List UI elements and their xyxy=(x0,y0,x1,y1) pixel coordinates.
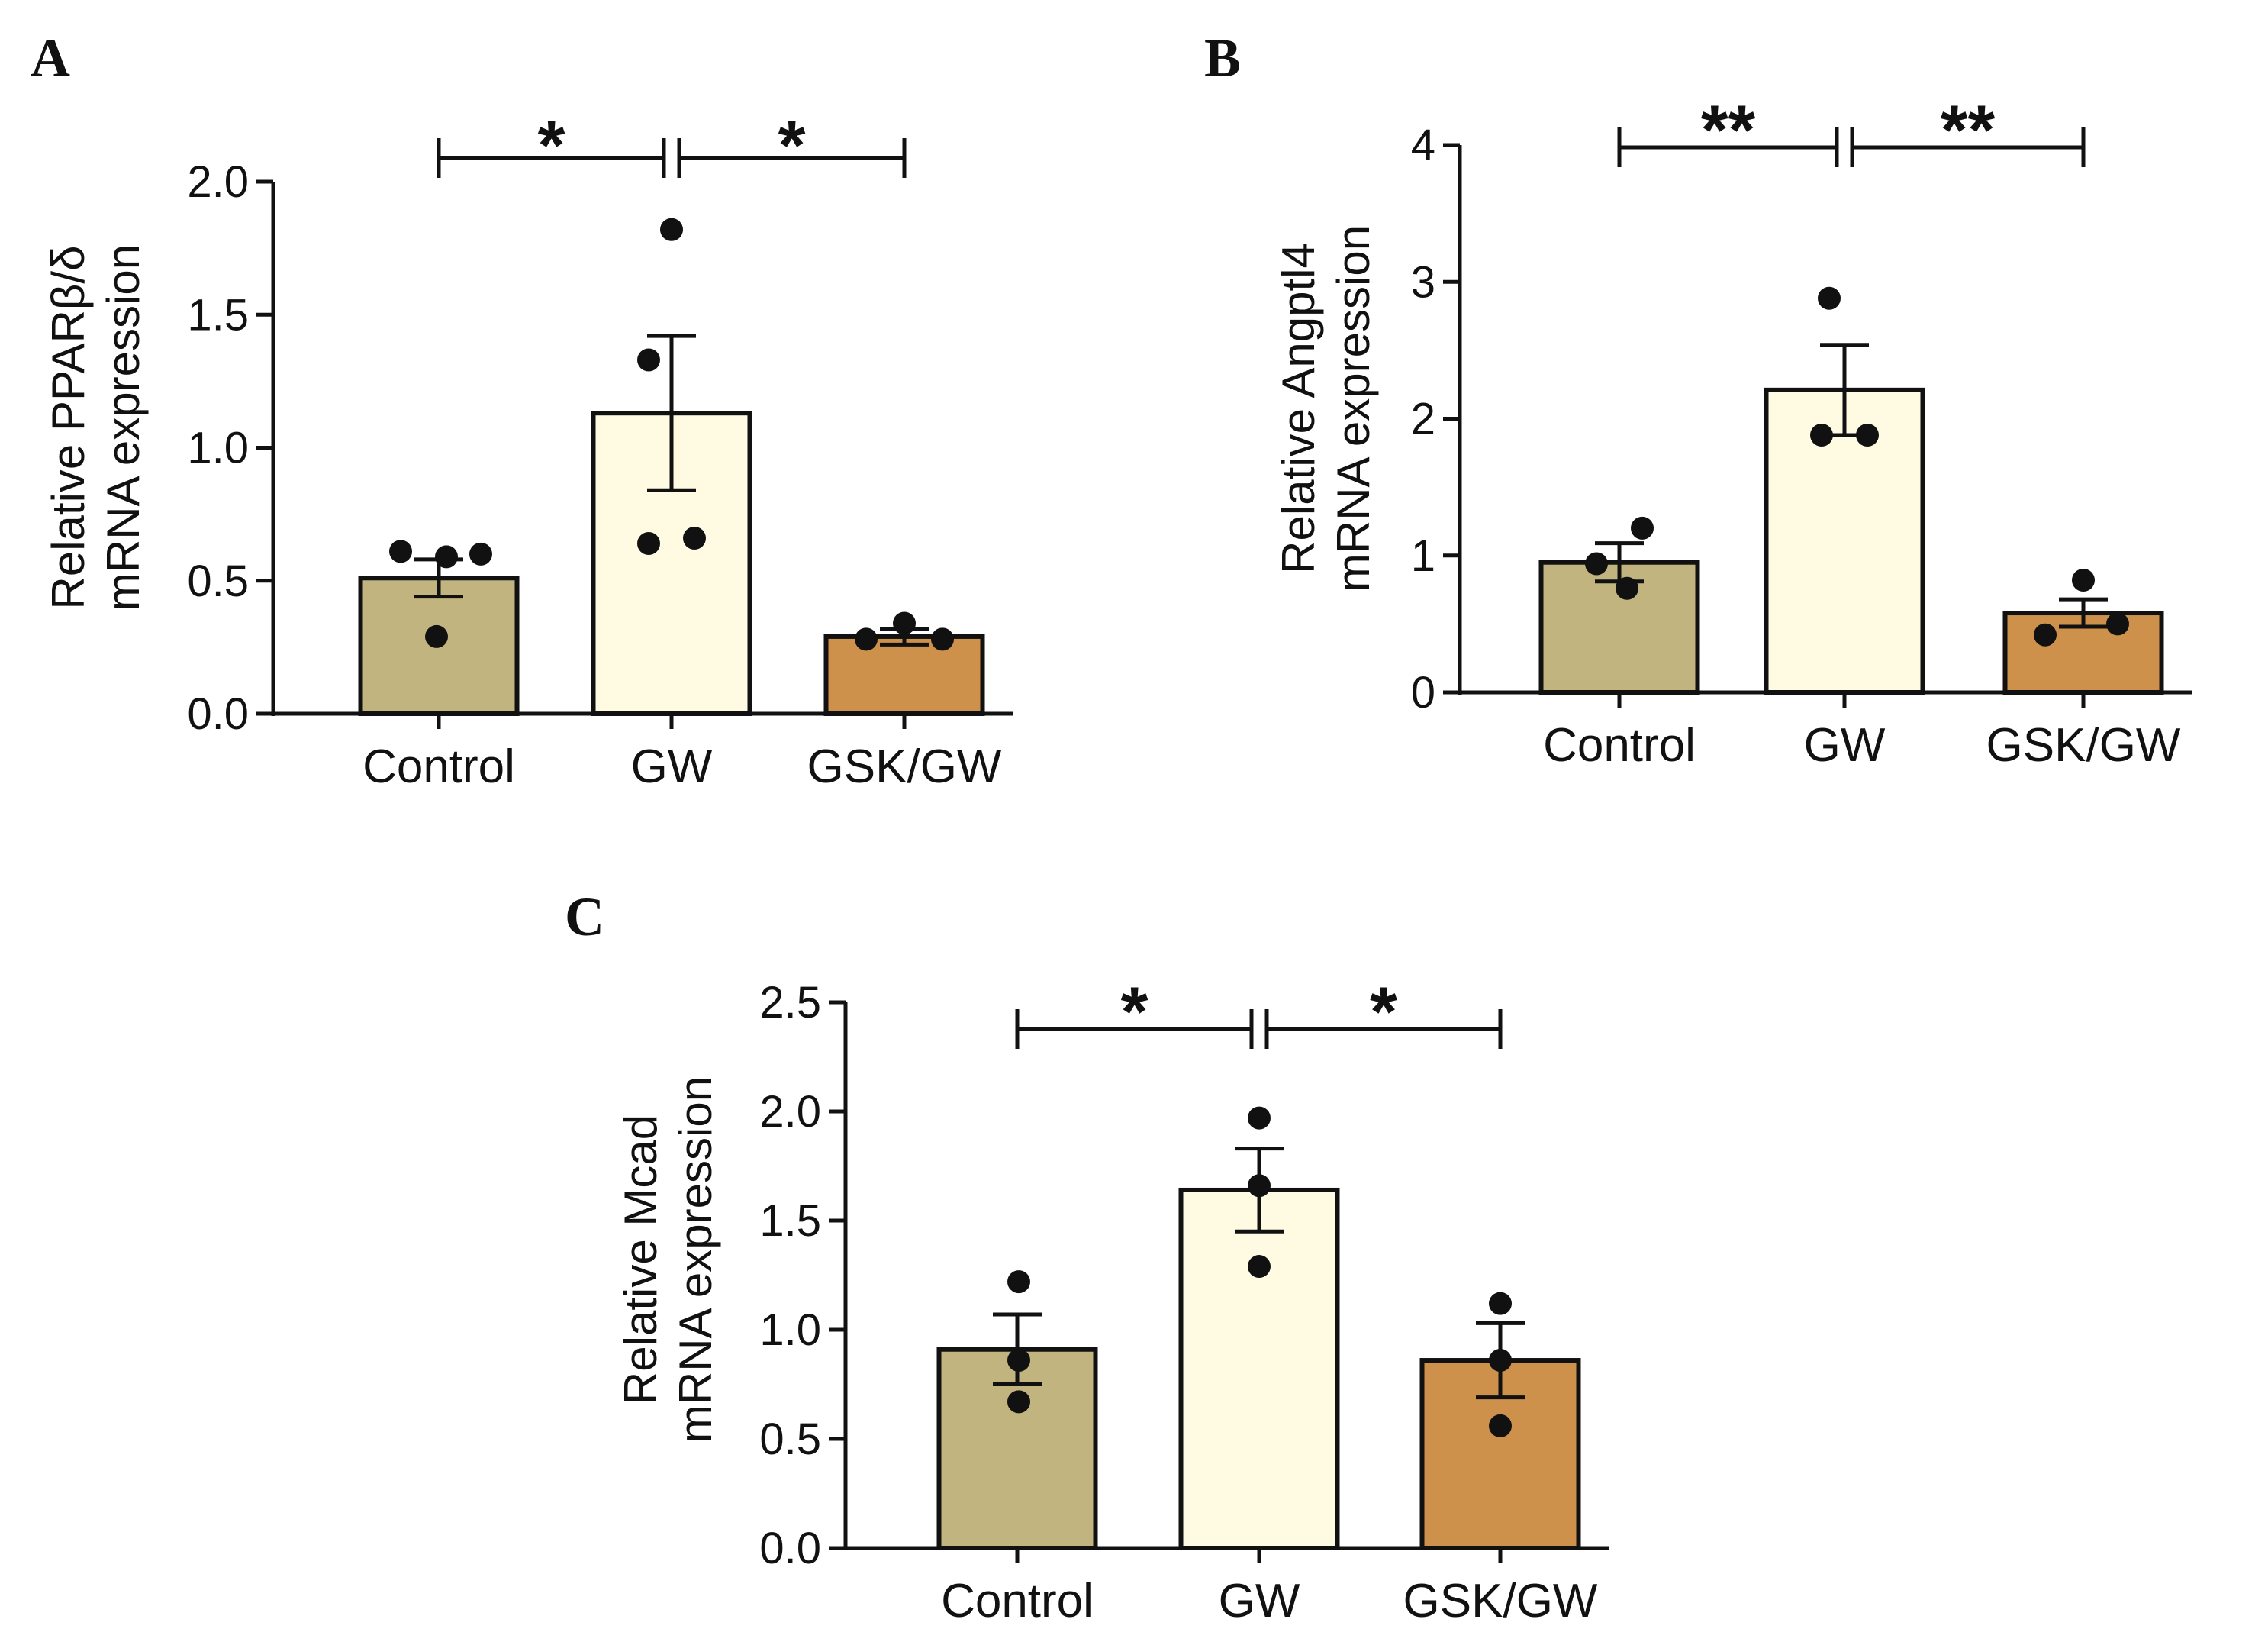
data-point xyxy=(1007,1390,1030,1414)
x-tick-label: GSK/GW xyxy=(1403,1575,1598,1627)
panel-b-letter: B xyxy=(1204,27,1241,89)
data-point xyxy=(2072,569,2095,592)
panel-a-plot: 0.00.51.01.52.0 Control GW GSK/GW * * xyxy=(187,107,1013,793)
y-tick-label: 1.5 xyxy=(187,290,249,340)
y-tick-label: 1.5 xyxy=(759,1196,821,1246)
panel-a-y-axis: 0.0 0.5 1.0 1.5 2.0 xyxy=(187,157,275,739)
panel-c-y-axis-title-line2: mRNA expression xyxy=(670,1076,721,1443)
significance-label: * xyxy=(1370,973,1397,1051)
data-point xyxy=(1818,286,1841,310)
bar-gsk-gw xyxy=(823,634,985,716)
panel-c-points xyxy=(1007,1106,1512,1437)
x-tick-label: GSK/GW xyxy=(1986,719,2181,772)
y-tick-label: 3 xyxy=(1411,257,1435,307)
panel-a-y-axis-title-line1: Relative PPARβ/δ xyxy=(43,246,94,610)
panel-c-significance: * * xyxy=(1015,973,1503,1051)
x-tick-label: GSK/GW xyxy=(807,740,1002,793)
y-tick-label: 2.0 xyxy=(759,1087,821,1137)
data-point xyxy=(660,218,683,241)
y-tick-label: 1.0 xyxy=(187,424,249,473)
panel-a-y-axis-title-line2: mRNA expression xyxy=(98,244,149,611)
panel-c: C Relative Mcad mRNA expression 0.0 0.5 1.… xyxy=(565,886,1609,1627)
data-point xyxy=(1585,552,1608,576)
panel-a-x-axis: Control GW GSK/GW xyxy=(271,711,1013,793)
data-point xyxy=(1248,1255,1271,1279)
y-tick-label: 2.5 xyxy=(759,978,821,1027)
y-tick-label: 0.0 xyxy=(187,689,249,739)
significance-label: ** xyxy=(1701,92,1756,169)
panel-b-significance: ** ** xyxy=(1617,92,2086,169)
panel-b-y-axis-title-line2: mRNA expression xyxy=(1328,225,1379,592)
data-point xyxy=(931,627,954,651)
panel-b-error-bars xyxy=(1595,343,2108,629)
data-point xyxy=(1248,1106,1271,1130)
panel-b-points xyxy=(1585,286,2129,647)
panel-b-y-axis: 0 1 2 3 4 xyxy=(1411,121,1462,718)
significance-label: ** xyxy=(1941,92,1996,169)
data-point xyxy=(855,627,878,651)
panel-c-y-axis-title: Relative Mcad mRNA expression xyxy=(615,1076,721,1443)
x-tick-label: Control xyxy=(362,740,515,793)
y-tick-label: 0.5 xyxy=(187,556,249,606)
panel-c-y-axis: 0.0 0.5 1.0 1.5 2.0 2.5 xyxy=(759,978,848,1573)
y-tick-label: 0.5 xyxy=(759,1414,821,1464)
data-point xyxy=(389,540,412,563)
data-point xyxy=(1007,1270,1030,1294)
y-tick-label: 0.0 xyxy=(759,1524,821,1573)
data-point xyxy=(469,542,492,566)
x-tick-label: Control xyxy=(941,1575,1094,1627)
panel-b-y-axis-title: Relative Angptl4 mRNA expression xyxy=(1273,225,1379,592)
data-point xyxy=(637,348,660,372)
data-point xyxy=(425,624,448,648)
panel-b-x-axis: Control GW GSK/GW xyxy=(1458,690,2192,772)
panel-c-y-axis-title-line1: Relative Mcad xyxy=(615,1114,666,1405)
x-tick-label: Control xyxy=(1543,719,1696,772)
bar-gw xyxy=(1178,1187,1340,1550)
panel-c-bars xyxy=(936,1187,1581,1551)
panel-c-plot: 0.00.51.01.52.02.5 Control GW GSK/GW * * xyxy=(759,973,1609,1627)
panel-b-y-axis-title-line1: Relative Angptl4 xyxy=(1273,243,1324,574)
x-tick-label: GW xyxy=(1804,719,1886,772)
y-tick-label: 2 xyxy=(1411,395,1435,444)
panel-a-letter: A xyxy=(31,27,70,89)
y-tick-label: 1 xyxy=(1411,531,1435,581)
data-point xyxy=(683,526,706,550)
x-tick-label: GW xyxy=(1219,1575,1300,1627)
x-tick-label: GW xyxy=(631,740,713,793)
data-point xyxy=(1631,516,1654,540)
significance-label: * xyxy=(538,107,565,185)
panel-b: B Relative Angptl4 mRNA expression 0 1 2 3 4… xyxy=(1204,27,2192,772)
data-point xyxy=(1489,1414,1512,1437)
significance-label: * xyxy=(1121,973,1148,1051)
panel-c-x-axis: Control GW GSK/GW xyxy=(843,1546,1609,1627)
y-tick-label: 4 xyxy=(1411,121,1435,170)
panel-a-points xyxy=(389,218,954,651)
panel-b-plot: 0 1 2 3 4 Control GW GSK/GW ** ** xyxy=(1411,92,2192,772)
panel-c-letter: C xyxy=(565,886,604,947)
panel-a-error-bars xyxy=(414,334,929,647)
panel-c-error-bars xyxy=(993,1147,1525,1400)
data-point xyxy=(1489,1292,1512,1315)
data-point xyxy=(2034,623,2057,647)
panel-a: A Relative PPARβ/δ mRNA expression 0.00.… xyxy=(31,27,1013,793)
panel-a-y-axis-title: Relative PPARβ/δ mRNA expression xyxy=(43,244,149,611)
panel-a-significance: * * xyxy=(437,107,907,185)
data-point xyxy=(637,531,660,555)
data-point xyxy=(2106,612,2129,636)
y-tick-label: 0 xyxy=(1411,668,1435,718)
y-tick-label: 1.0 xyxy=(759,1305,821,1355)
y-tick-label: 2.0 xyxy=(187,157,249,207)
significance-label: * xyxy=(778,107,806,185)
